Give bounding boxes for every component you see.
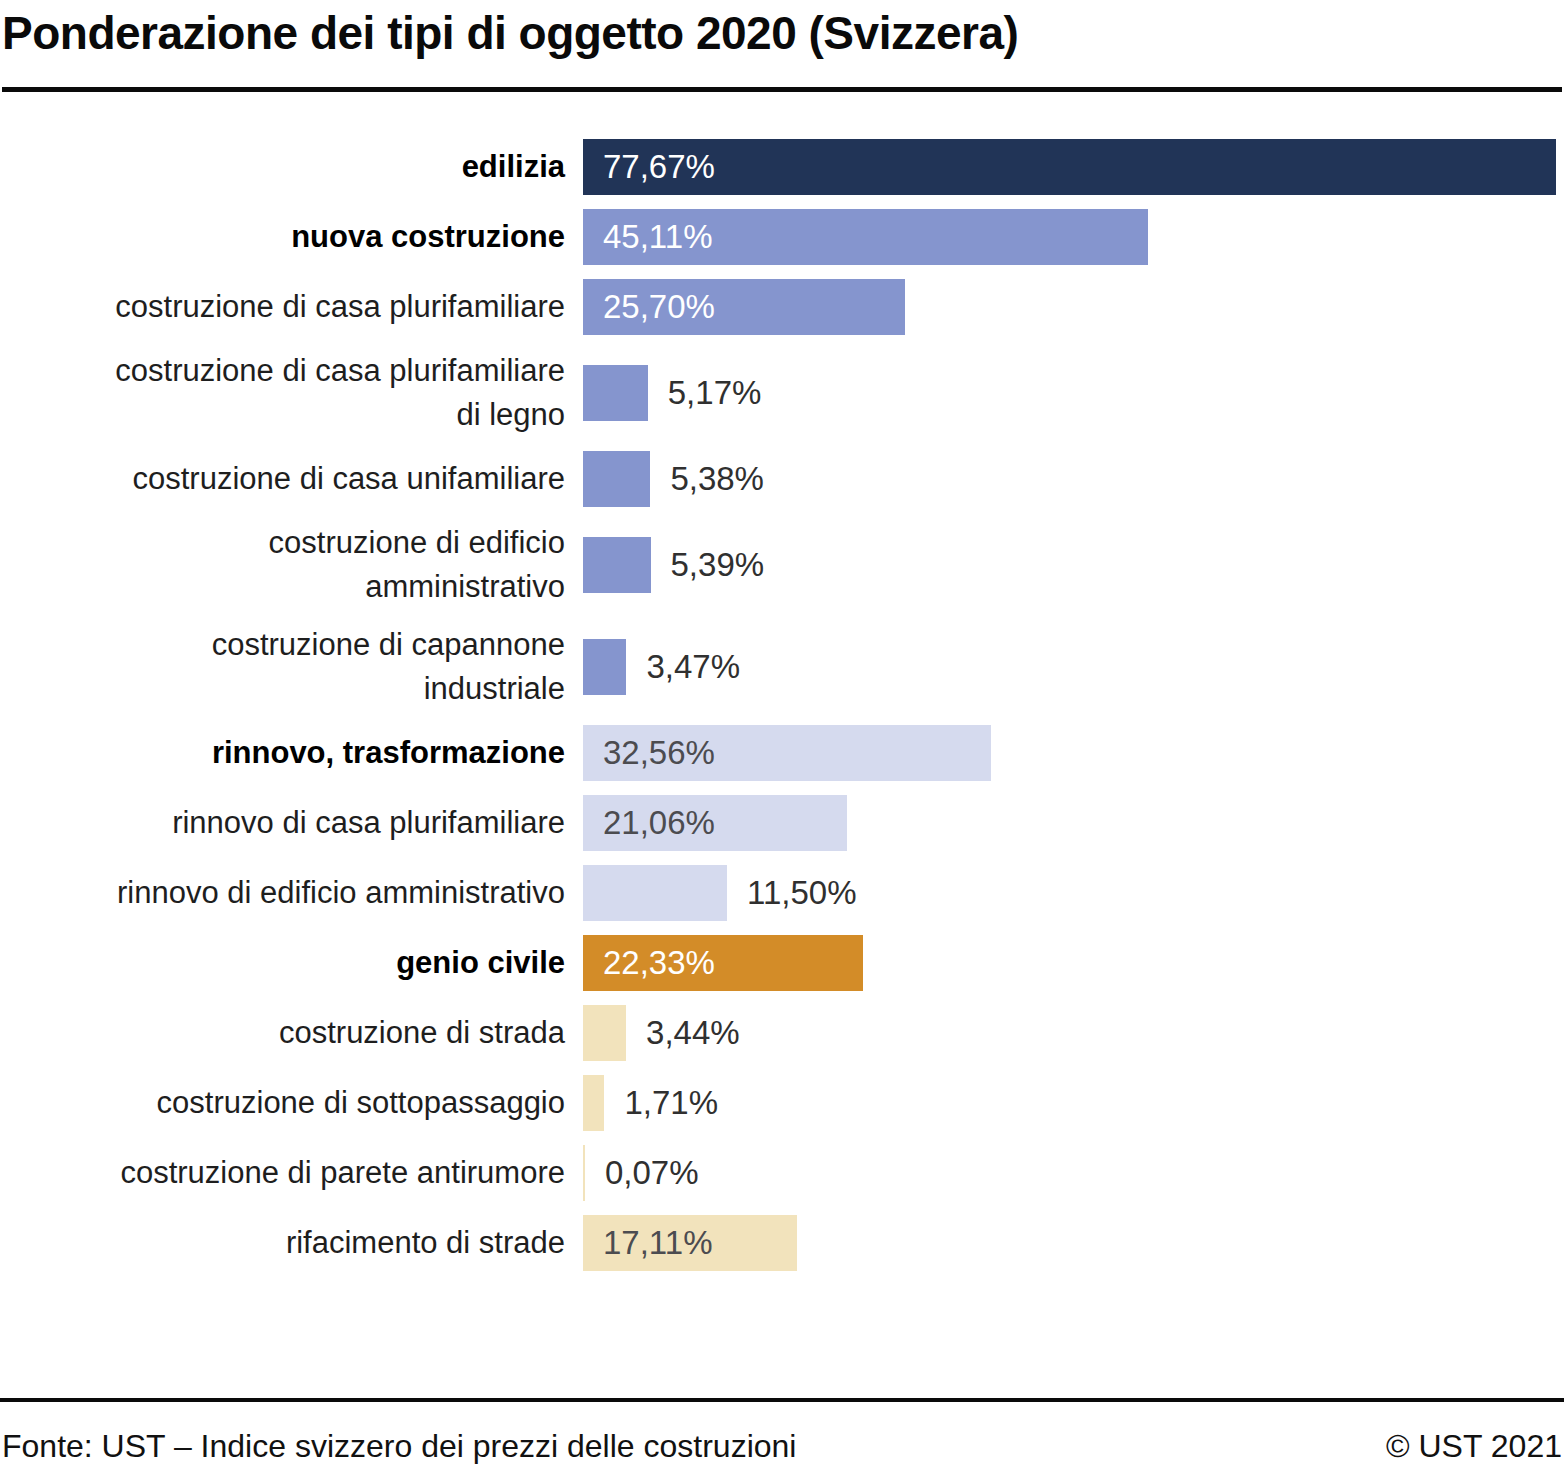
value-label: 3,44% xyxy=(646,1005,740,1061)
chart-row: rinnovo, trasformazione 32,56% xyxy=(0,725,1560,781)
bar xyxy=(583,1075,604,1131)
category-label: costruzione di capannone industriale xyxy=(0,623,583,711)
value-label: 5,17% xyxy=(668,365,762,421)
value-label: 3,47% xyxy=(646,639,740,695)
category-label: costruzione di strada xyxy=(0,1011,583,1055)
category-label: costruzione di parete antirumore xyxy=(0,1151,583,1195)
bar-track: 3,44% xyxy=(583,1005,1560,1061)
bar: 21,06% xyxy=(583,795,847,851)
chart-row: costruzione di parete antirumore 0,07% xyxy=(0,1145,1560,1201)
category-label: rinnovo di edificio amministrativo xyxy=(0,871,583,915)
chart-title: Ponderazione dei tipi di oggetto 2020 (S… xyxy=(2,6,1562,60)
category-label: nuova costruzione xyxy=(0,215,583,259)
bar xyxy=(583,451,650,507)
title-divider xyxy=(2,87,1562,92)
bar: 77,67% xyxy=(583,139,1556,195)
bar xyxy=(583,365,648,421)
bar: 17,11% xyxy=(583,1215,797,1271)
chart-footer: Fonte: UST – Indice svizzero dei prezzi … xyxy=(0,1398,1564,1465)
category-label: edilizia xyxy=(0,145,583,189)
bar xyxy=(583,865,727,921)
value-label: 22,33% xyxy=(583,935,715,991)
chart-row: costruzione di edificio amministrativo 5… xyxy=(0,521,1560,609)
footer-text: Fonte: UST – Indice svizzero dei prezzi … xyxy=(0,1402,1564,1465)
category-label: costruzione di casa unifamiliare xyxy=(0,457,583,501)
chart-header: Ponderazione dei tipi di oggetto 2020 (S… xyxy=(0,0,1564,92)
copyright-note: © UST 2021 xyxy=(1386,1428,1562,1465)
bar-track: 5,17% xyxy=(583,365,1560,421)
chart-row: rinnovo di edificio amministrativo 11,50… xyxy=(0,865,1560,921)
bar: 45,11% xyxy=(583,209,1148,265)
chart-row: rifacimento di strade 17,11% xyxy=(0,1215,1560,1271)
bar xyxy=(583,1145,585,1201)
category-label: costruzione di casa plurifamiliare di le… xyxy=(0,349,583,437)
chart-row: costruzione di strada 3,44% xyxy=(0,1005,1560,1061)
value-label: 45,11% xyxy=(583,209,712,265)
value-label: 25,70% xyxy=(583,279,715,335)
chart-row: costruzione di casa unifamiliare 5,38% xyxy=(0,451,1560,507)
bar-track: 5,39% xyxy=(583,537,1560,593)
bar-track: 32,56% xyxy=(583,725,1560,781)
value-label: 5,38% xyxy=(670,451,764,507)
bar: 32,56% xyxy=(583,725,991,781)
bar xyxy=(583,1005,626,1061)
chart-row: nuova costruzione 45,11% xyxy=(0,209,1560,265)
chart-row: rinnovo di casa plurifamiliare 21,06% xyxy=(0,795,1560,851)
value-label: 21,06% xyxy=(583,795,715,851)
value-label: 0,07% xyxy=(605,1145,699,1201)
chart-row: edilizia 77,67% xyxy=(0,139,1560,195)
category-label: rinnovo, trasformazione xyxy=(0,731,583,775)
bar-track: 17,11% xyxy=(583,1215,1560,1271)
bar xyxy=(583,537,651,593)
category-label: costruzione di edificio amministrativo xyxy=(0,521,583,609)
category-label: costruzione di casa plurifamiliare xyxy=(0,285,583,329)
value-label: 11,50% xyxy=(747,865,856,921)
bar xyxy=(583,639,626,695)
value-label: 1,71% xyxy=(624,1075,718,1131)
bar: 22,33% xyxy=(583,935,863,991)
bar-chart: edilizia 77,67% nuova costruzione 45,11%… xyxy=(0,139,1564,1271)
bar-track: 11,50% xyxy=(583,865,1560,921)
bar-track: 77,67% xyxy=(583,139,1560,195)
bar-track: 22,33% xyxy=(583,935,1560,991)
bar-track: 25,70% xyxy=(583,279,1560,335)
value-label: 17,11% xyxy=(583,1215,712,1271)
value-label: 77,67% xyxy=(583,139,715,195)
bar-track: 5,38% xyxy=(583,451,1560,507)
chart-row: costruzione di capannone industriale 3,4… xyxy=(0,623,1560,711)
category-label: rifacimento di strade xyxy=(0,1221,583,1265)
bar: 25,70% xyxy=(583,279,905,335)
chart-row: costruzione di casa plurifamiliare 25,70… xyxy=(0,279,1560,335)
value-label: 5,39% xyxy=(671,537,765,593)
source-note: Fonte: UST – Indice svizzero dei prezzi … xyxy=(2,1428,796,1465)
bar-track: 0,07% xyxy=(583,1145,1560,1201)
value-label: 32,56% xyxy=(583,725,715,781)
chart-row: genio civile 22,33% xyxy=(0,935,1560,991)
category-label: rinnovo di casa plurifamiliare xyxy=(0,801,583,845)
category-label: genio civile xyxy=(0,941,583,985)
chart-row: costruzione di sottopassaggio 1,71% xyxy=(0,1075,1560,1131)
chart-page: Ponderazione dei tipi di oggetto 2020 (S… xyxy=(0,0,1564,1472)
category-label: costruzione di sottopassaggio xyxy=(0,1081,583,1125)
chart-row: costruzione di casa plurifamiliare di le… xyxy=(0,349,1560,437)
bar-track: 3,47% xyxy=(583,639,1560,695)
bar-track: 45,11% xyxy=(583,209,1560,265)
bar-track: 1,71% xyxy=(583,1075,1560,1131)
bar-track: 21,06% xyxy=(583,795,1560,851)
